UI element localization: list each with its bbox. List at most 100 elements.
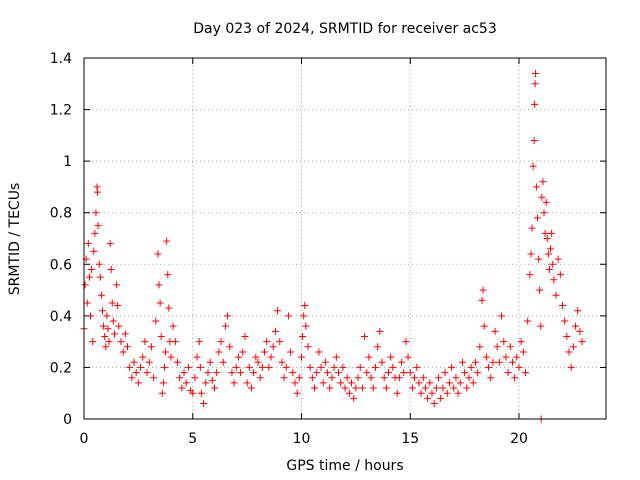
data-point bbox=[267, 353, 275, 361]
data-point bbox=[578, 338, 586, 346]
data-point bbox=[540, 209, 548, 217]
data-point bbox=[445, 379, 453, 387]
data-point bbox=[531, 100, 539, 108]
y-tick-label: 1 bbox=[63, 154, 72, 170]
data-point bbox=[302, 322, 310, 330]
data-point bbox=[163, 237, 171, 245]
data-point bbox=[448, 363, 456, 371]
data-point bbox=[263, 338, 271, 346]
data-point bbox=[308, 374, 316, 382]
data-point bbox=[537, 322, 545, 330]
data-point bbox=[98, 307, 106, 315]
data-point bbox=[178, 384, 186, 392]
data-point bbox=[287, 348, 295, 356]
data-point bbox=[150, 374, 158, 382]
data-point bbox=[491, 327, 499, 335]
data-point bbox=[341, 384, 349, 392]
data-point bbox=[317, 363, 325, 371]
data-point bbox=[282, 363, 290, 371]
data-point bbox=[569, 343, 577, 351]
data-point bbox=[84, 240, 92, 248]
data-point bbox=[232, 363, 240, 371]
data-point bbox=[358, 384, 366, 392]
data-point bbox=[165, 304, 173, 312]
data-point bbox=[500, 338, 508, 346]
data-point bbox=[504, 369, 512, 377]
data-point bbox=[250, 369, 258, 377]
data-point bbox=[109, 317, 117, 325]
data-point bbox=[219, 358, 227, 366]
data-point bbox=[532, 183, 540, 191]
data-point bbox=[421, 384, 429, 392]
data-point bbox=[105, 338, 113, 346]
data-point bbox=[130, 358, 138, 366]
data-point bbox=[95, 260, 103, 268]
data-point bbox=[402, 338, 410, 346]
data-point bbox=[93, 188, 101, 196]
data-point bbox=[408, 384, 416, 392]
plot-frame bbox=[83, 57, 607, 420]
data-point bbox=[387, 353, 395, 361]
x-tick-label: 0 bbox=[80, 431, 89, 447]
data-point bbox=[211, 384, 218, 392]
y-tick-label: 0.6 bbox=[50, 257, 72, 273]
data-point bbox=[143, 369, 151, 377]
data-point bbox=[365, 353, 373, 361]
data-point bbox=[221, 322, 229, 330]
data-point bbox=[114, 302, 122, 310]
data-point bbox=[124, 343, 131, 351]
data-point bbox=[522, 369, 530, 377]
data-point bbox=[208, 376, 216, 384]
y-axis-label: SRMTID / TECUs bbox=[7, 183, 23, 296]
data-point bbox=[561, 317, 569, 325]
data-point bbox=[204, 369, 212, 377]
axis-ticks: 0 0.2 0.4 0.6 0.8 1 1.2 1.4 0 5 10 15 20 bbox=[50, 51, 606, 447]
data-point bbox=[350, 394, 358, 402]
data-point bbox=[241, 332, 249, 340]
data-point bbox=[550, 276, 558, 284]
data-point bbox=[126, 363, 134, 371]
data-point bbox=[526, 271, 534, 279]
data-point bbox=[197, 389, 205, 397]
data-point bbox=[184, 363, 192, 371]
data-point bbox=[515, 363, 523, 371]
data-point bbox=[343, 374, 351, 382]
data-point bbox=[132, 369, 140, 377]
data-point bbox=[247, 384, 255, 392]
data-point bbox=[239, 348, 247, 356]
data-point bbox=[213, 369, 221, 377]
data-point bbox=[291, 379, 299, 387]
data-point bbox=[158, 389, 166, 397]
gridlines bbox=[84, 58, 606, 419]
data-point bbox=[539, 178, 547, 186]
data-point bbox=[152, 317, 160, 325]
data-point bbox=[527, 250, 535, 258]
data-point bbox=[554, 255, 562, 263]
data-point bbox=[328, 374, 336, 382]
data-point bbox=[413, 363, 421, 371]
data-point bbox=[548, 229, 556, 237]
data-point bbox=[374, 343, 382, 351]
data-point bbox=[541, 229, 549, 237]
data-point bbox=[426, 379, 434, 387]
data-point bbox=[463, 384, 471, 392]
data-point bbox=[141, 338, 149, 346]
data-point bbox=[559, 302, 566, 310]
data-point bbox=[450, 384, 458, 392]
data-point bbox=[454, 389, 462, 397]
data-point bbox=[493, 343, 501, 351]
data-point bbox=[572, 322, 580, 330]
data-point bbox=[552, 291, 560, 299]
data-point bbox=[478, 296, 486, 304]
data-point bbox=[389, 363, 397, 371]
data-point bbox=[299, 332, 307, 340]
data-point bbox=[206, 358, 214, 366]
y-tick-label: 1.4 bbox=[50, 51, 72, 67]
data-point bbox=[156, 299, 164, 307]
x-axis-label: GPS time / hours bbox=[286, 458, 403, 474]
data-point bbox=[428, 389, 436, 397]
data-point bbox=[243, 379, 251, 387]
x-tick-label: 10 bbox=[293, 431, 311, 447]
y-tick-label: 0 bbox=[63, 412, 72, 428]
data-point bbox=[319, 379, 327, 387]
